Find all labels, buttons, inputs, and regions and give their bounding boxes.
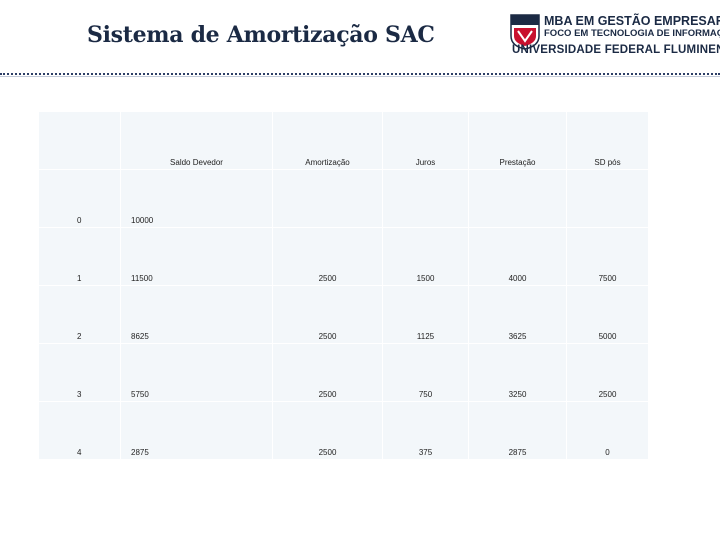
sd-pos-cell: 7500	[566, 227, 649, 286]
amortizacao-cell: 2500	[272, 401, 383, 460]
juros-cell: 1500	[382, 227, 469, 286]
period-cell: 0	[38, 169, 121, 228]
amortizacao-cell: 2500	[272, 343, 383, 402]
saldo-devedor-cell: 10000	[120, 169, 273, 228]
juros-cell	[382, 169, 469, 228]
logo-subtitle: FOCO EM TECNOLOGIA DE INFORMAÇÃO	[544, 28, 720, 39]
logo-text-block: MBA EM GESTÃO EMPRESARIAL FOCO EM TECNOL…	[544, 14, 720, 40]
header-amortizacao: Amortização	[272, 111, 383, 170]
header-sd-pos: SD pós	[566, 111, 649, 170]
header-juros: Juros	[382, 111, 469, 170]
header-cell	[38, 111, 121, 170]
saldo-devedor-cell: 5750	[120, 343, 273, 402]
juros-cell: 375	[382, 401, 469, 460]
saldo-devedor-cell: 2875	[120, 401, 273, 460]
table-row: 0 10000	[38, 169, 649, 228]
header-divider	[0, 73, 720, 75]
prestacao-cell	[468, 169, 567, 228]
sd-pos-cell: 2500	[566, 343, 649, 402]
logo-university: UNIVERSIDADE FEDERAL FLUMINENSE	[512, 44, 720, 56]
period-cell: 2	[38, 285, 121, 344]
table-row: 1 11500 2500 1500 4000 7500	[38, 227, 649, 286]
sd-pos-cell: 0	[566, 401, 649, 460]
table-header-row: Saldo Devedor Amortização Juros Prestaçã…	[38, 111, 649, 170]
table-row: 4 2875 2500 375 2875 0	[38, 401, 649, 460]
header-saldo-devedor: Saldo Devedor	[120, 111, 273, 170]
amortizacao-cell	[272, 169, 383, 228]
prestacao-cell: 3250	[468, 343, 567, 402]
amortizacao-cell: 2500	[272, 227, 383, 286]
table-row: 3 5750 2500 750 3250 2500	[38, 343, 649, 402]
juros-cell: 1125	[382, 285, 469, 344]
uff-shield-icon	[510, 14, 540, 50]
sac-amortization-table: Saldo Devedor Amortização Juros Prestaçã…	[38, 111, 649, 460]
header-divider-line	[0, 76, 720, 77]
juros-cell: 750	[382, 343, 469, 402]
prestacao-cell: 3625	[468, 285, 567, 344]
logo-mba-title: MBA EM GESTÃO EMPRESARIAL	[544, 14, 720, 28]
saldo-devedor-cell: 11500	[120, 227, 273, 286]
table-row: 2 8625 2500 1125 3625 5000	[38, 285, 649, 344]
amortizacao-cell: 2500	[272, 285, 383, 344]
header-prestacao: Prestação	[468, 111, 567, 170]
period-cell: 3	[38, 343, 121, 402]
prestacao-cell: 2875	[468, 401, 567, 460]
prestacao-cell: 4000	[468, 227, 567, 286]
period-cell: 1	[38, 227, 121, 286]
sd-pos-cell	[566, 169, 649, 228]
slide-title: Sistema de Amortização SAC	[87, 22, 435, 48]
saldo-devedor-cell: 8625	[120, 285, 273, 344]
period-cell: 4	[38, 401, 121, 460]
sd-pos-cell: 5000	[566, 285, 649, 344]
